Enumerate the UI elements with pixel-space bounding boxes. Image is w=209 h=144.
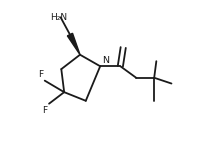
Text: H₂N: H₂N xyxy=(51,13,68,22)
Text: F: F xyxy=(38,70,43,79)
Text: N: N xyxy=(102,56,109,65)
Text: F: F xyxy=(42,106,48,115)
Polygon shape xyxy=(67,33,80,55)
